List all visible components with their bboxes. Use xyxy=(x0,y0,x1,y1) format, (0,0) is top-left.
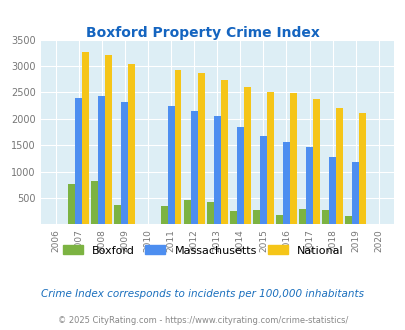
Bar xyxy=(206,202,213,224)
Bar xyxy=(190,111,197,224)
Bar xyxy=(82,52,89,224)
Bar xyxy=(236,127,243,224)
Bar xyxy=(328,157,335,224)
Bar xyxy=(213,116,220,224)
Bar xyxy=(128,64,135,224)
Bar xyxy=(345,216,352,224)
Bar xyxy=(167,106,174,224)
Bar xyxy=(289,93,296,224)
Bar xyxy=(121,102,128,224)
Bar xyxy=(114,205,121,224)
Bar xyxy=(183,200,190,224)
Bar xyxy=(229,211,236,224)
Text: © 2025 CityRating.com - https://www.cityrating.com/crime-statistics/: © 2025 CityRating.com - https://www.city… xyxy=(58,316,347,325)
Bar xyxy=(243,87,250,224)
Bar xyxy=(220,80,227,224)
Bar xyxy=(335,108,342,224)
Legend: Boxford, Massachusetts, National: Boxford, Massachusetts, National xyxy=(58,241,347,260)
Bar xyxy=(197,73,204,224)
Bar xyxy=(160,207,167,224)
Bar xyxy=(275,214,282,224)
Bar xyxy=(75,98,82,224)
Bar xyxy=(91,181,98,224)
Bar xyxy=(68,184,75,224)
Bar xyxy=(312,99,319,224)
Bar xyxy=(105,55,112,224)
Text: Boxford Property Crime Index: Boxford Property Crime Index xyxy=(86,26,319,40)
Bar xyxy=(252,211,259,224)
Bar xyxy=(282,142,289,224)
Bar xyxy=(322,211,328,224)
Bar xyxy=(352,162,358,224)
Text: Crime Index corresponds to incidents per 100,000 inhabitants: Crime Index corresponds to incidents per… xyxy=(41,289,364,299)
Bar xyxy=(358,113,365,224)
Bar xyxy=(298,209,305,224)
Bar xyxy=(259,136,266,224)
Bar xyxy=(266,92,273,224)
Bar xyxy=(174,70,181,224)
Bar xyxy=(98,96,105,224)
Bar xyxy=(305,147,312,224)
